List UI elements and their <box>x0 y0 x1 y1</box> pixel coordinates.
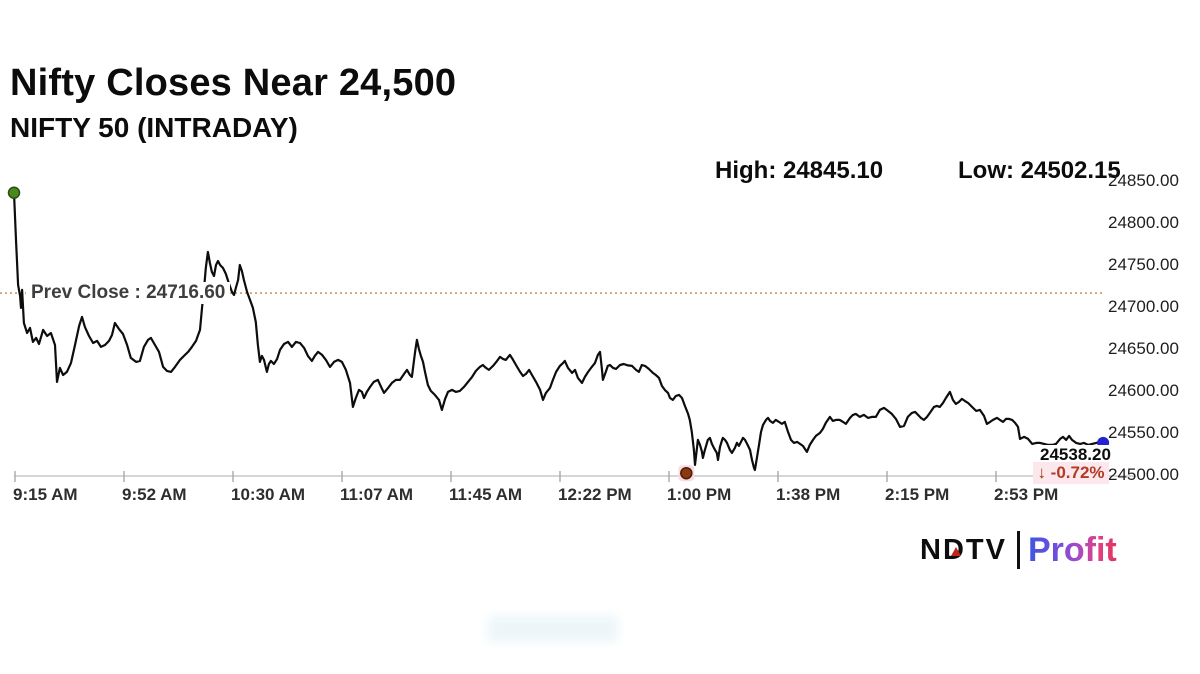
x-axis-label: 9:52 AM <box>122 485 187 504</box>
down-arrow-icon: ↓ <box>1037 463 1046 482</box>
x-axis-label: 11:45 AM <box>449 485 523 504</box>
open-marker <box>7 186 21 200</box>
percent-change-value: -0.72% <box>1050 463 1105 482</box>
chart-subtitle: NIFTY 50 (INTRADAY) <box>10 112 298 143</box>
page-title: Nifty Closes Near 24,500 <box>10 62 457 104</box>
ghost-watermark <box>488 616 618 642</box>
session-low-label: Low: 24502.15 <box>958 157 1121 184</box>
x-axis-label: 1:00 PM <box>667 485 732 504</box>
x-axis-label: 9:15 AM <box>13 485 78 504</box>
ndtv-logo-text: NDTV <box>920 533 1007 566</box>
y-axis-label: 24600.00 <box>1108 381 1179 400</box>
logo-divider <box>1016 531 1020 569</box>
y-axis-label: 24750.00 <box>1108 255 1179 274</box>
y-axis-label: 24500.00 <box>1108 465 1179 484</box>
y-axis-label: 24850.00 <box>1108 171 1179 190</box>
x-axis-label: 2:53 PM <box>994 485 1059 504</box>
y-axis-label: 24650.00 <box>1108 339 1179 358</box>
y-axis-label: 24550.00 <box>1108 423 1179 442</box>
session-high-label: High: 24845.10 <box>715 157 884 184</box>
price-line <box>12 191 1105 472</box>
x-axis-label: 11:07 AM <box>340 485 414 504</box>
x-axis-label: 10:30 AM <box>231 485 306 504</box>
x-axis-label: 2:15 PM <box>885 485 950 504</box>
low-marker <box>680 466 693 480</box>
ndtv-profit-logo: NDTV Profit <box>920 528 1117 572</box>
percent-change-badge: ↓ -0.72% <box>1033 462 1109 484</box>
ndtv-logo-red-dot <box>951 546 961 556</box>
profit-logo-text: Profit <box>1027 530 1117 569</box>
last-price-label: 24538.20 <box>1040 445 1111 465</box>
x-axis-label: 1:38 PM <box>776 485 841 504</box>
prev-close-annotation: Prev Close : 24716.60 <box>26 282 231 305</box>
y-axis-label: 24800.00 <box>1108 213 1179 232</box>
x-axis-label: 12:22 PM <box>558 485 632 504</box>
y-axis-label: 24700.00 <box>1108 297 1179 316</box>
